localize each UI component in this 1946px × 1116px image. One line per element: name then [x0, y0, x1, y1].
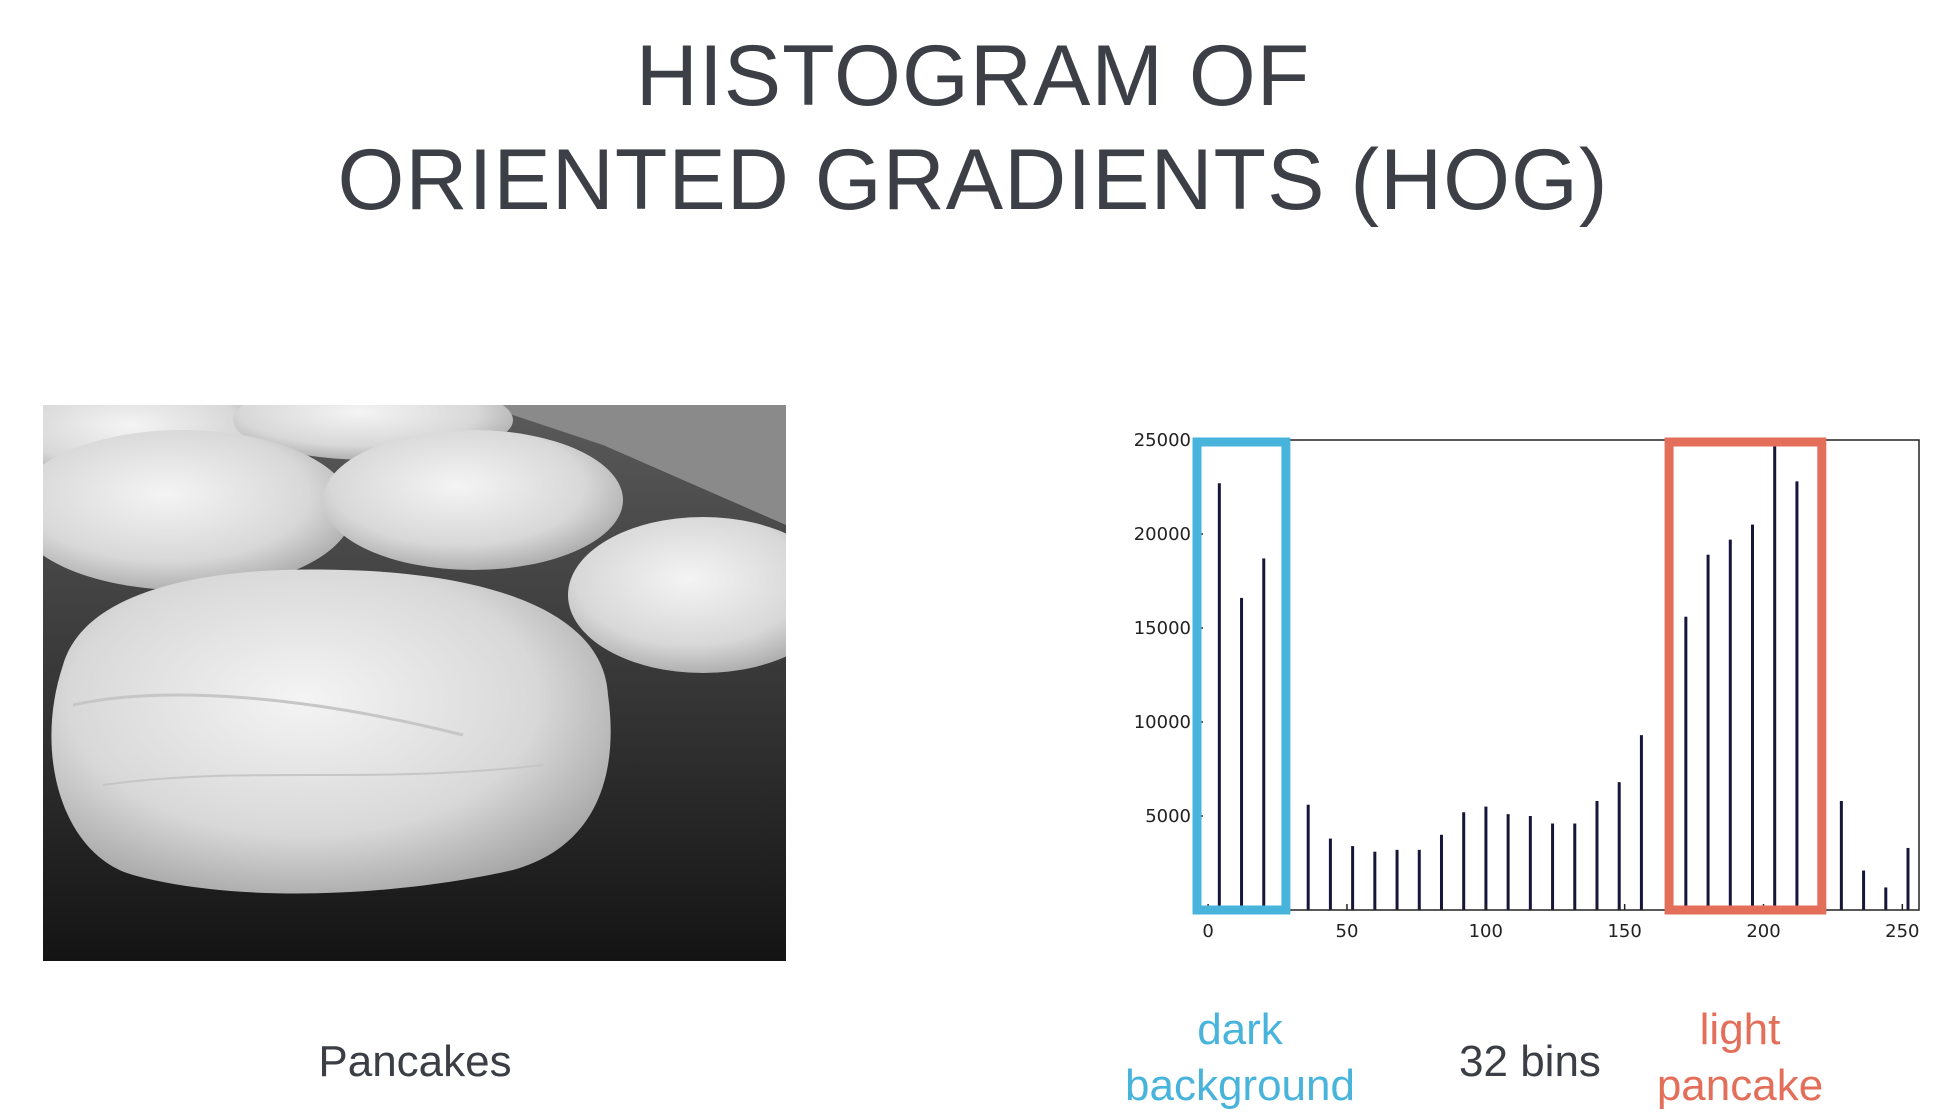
histogram-bar — [1639, 735, 1643, 910]
highlight-boxes — [1192, 437, 1827, 915]
histogram-bar — [1728, 539, 1732, 910]
histogram-bar — [1262, 558, 1266, 910]
histogram-bar — [1839, 800, 1843, 910]
histogram-bars — [1217, 443, 1910, 910]
histogram-bar — [1617, 782, 1621, 910]
histogram-bar — [1862, 870, 1866, 910]
x-tick-label: 50 — [1336, 921, 1359, 942]
histogram-bar — [1551, 823, 1555, 910]
histogram-ticks: 0 50 100 150 200 250 5000 10000 15000 20000 25000 — [1134, 430, 1920, 942]
histogram-bar — [1462, 812, 1466, 910]
histogram-bar — [1351, 846, 1355, 910]
histogram-bar — [1750, 524, 1754, 910]
histogram-axes — [1196, 439, 1920, 911]
histogram-bar — [1684, 616, 1688, 910]
histogram-bar — [1306, 804, 1310, 910]
histogram-bar — [1706, 554, 1710, 910]
y-tick-label: 25000 — [1134, 430, 1191, 451]
histogram-bar — [1217, 483, 1221, 910]
light-pancake-caption: light pancake — [1620, 1002, 1860, 1114]
histogram-bar — [1395, 849, 1399, 910]
x-tick-label: 0 — [1202, 921, 1213, 942]
x-tick-label: 150 — [1607, 921, 1641, 942]
y-tick-label: 10000 — [1134, 712, 1191, 733]
slide-title: HISTOGRAM OF ORIENTED GRADIENTS (HOG) — [0, 24, 1946, 232]
histogram-bar — [1240, 597, 1244, 910]
histogram-bar — [1884, 887, 1888, 910]
y-tick-label: 5000 — [1145, 806, 1191, 827]
dark-caption-line-1: dark — [1197, 1005, 1283, 1054]
histogram-bar — [1795, 481, 1799, 910]
pancakes-caption: Pancakes — [318, 1037, 512, 1086]
light-caption-line-1: light — [1699, 1005, 1781, 1054]
title-line-2: ORIENTED GRADIENTS (HOG) — [337, 132, 1609, 228]
histogram-bar — [1417, 849, 1421, 910]
histogram-bar — [1439, 834, 1443, 910]
y-tick-label: 20000 — [1134, 524, 1191, 545]
histogram-bar — [1906, 847, 1910, 910]
x-tick-label: 200 — [1746, 921, 1780, 942]
dark-caption-line-2: background — [1125, 1061, 1355, 1110]
histogram-bar — [1373, 851, 1377, 910]
histogram-bar — [1773, 443, 1777, 910]
histogram-bar — [1573, 823, 1577, 910]
bins-caption: 32 bins — [1459, 1037, 1601, 1086]
pancakes-photo — [43, 405, 786, 961]
histogram-bar — [1528, 816, 1532, 910]
histogram-bar — [1328, 838, 1332, 910]
title-line-1: HISTOGRAM OF — [635, 28, 1311, 124]
x-tick-label: 250 — [1885, 921, 1919, 942]
dark-background-box — [1192, 437, 1291, 915]
histogram-bar — [1484, 806, 1488, 910]
light-caption-line-2: pancake — [1656, 1061, 1824, 1110]
dark-background-caption: dark background — [1090, 1002, 1390, 1114]
light-pancake-box — [1664, 437, 1827, 915]
y-tick-label: 15000 — [1134, 618, 1191, 639]
plot-frame — [1196, 439, 1920, 911]
histogram-bar — [1595, 800, 1599, 910]
x-tick-label: 100 — [1469, 921, 1503, 942]
histogram-bar — [1506, 814, 1510, 910]
